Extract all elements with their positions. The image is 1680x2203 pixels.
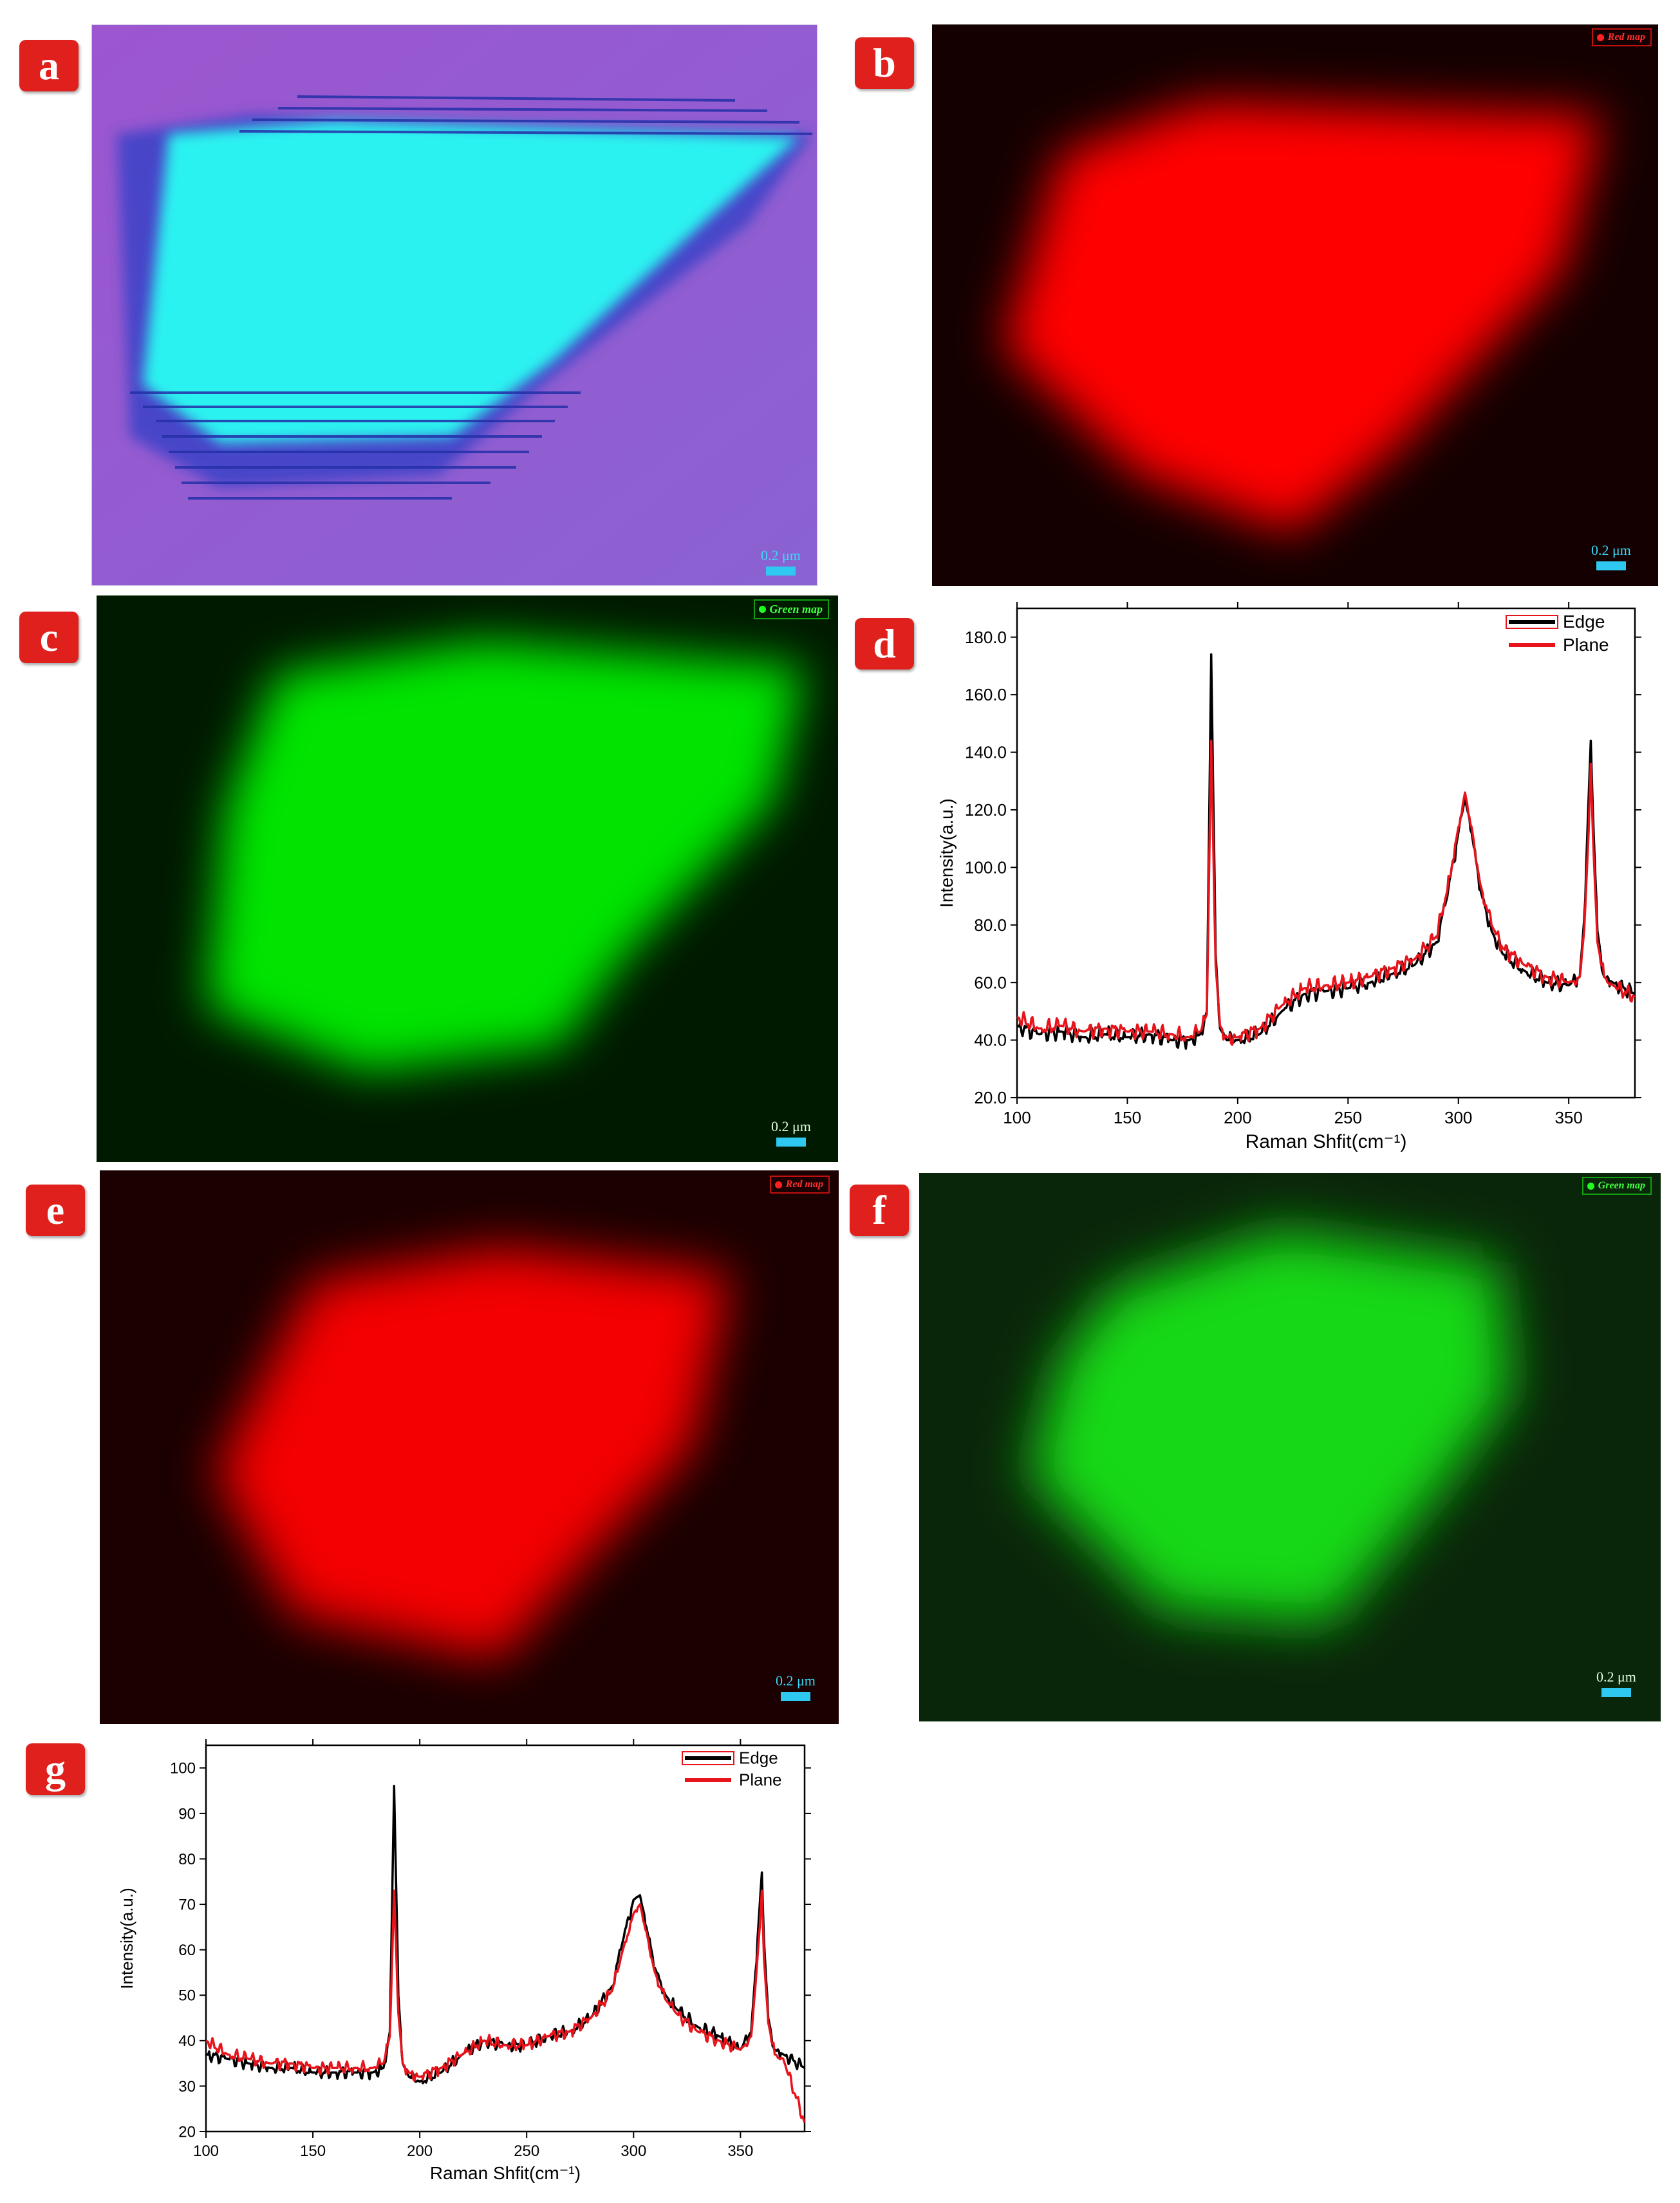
plot-frame (205, 1744, 806, 2133)
map-label: Green map (769, 603, 823, 615)
scale-bar: 0.2 μm (1591, 542, 1631, 570)
y-tick-label: 120.0 (965, 800, 1007, 820)
x-tick-label: 200 (407, 2142, 433, 2160)
green-dot-icon (1587, 1182, 1594, 1190)
x-tick-label: 350 (727, 2142, 753, 2160)
y-tick-label: 20 (178, 2123, 196, 2141)
raman-chart-d: 100 150 200 250 300 350 20.0 40.0 60.0 80.0 100.0 1… (937, 602, 1641, 1152)
scale-bar-line (1601, 1688, 1631, 1697)
y-tick-label: 100 (170, 1760, 196, 1777)
scale-bar-line (1596, 561, 1626, 570)
x-tick-label: 200 (1224, 1108, 1251, 1127)
y-axis-label: Intensity(a.u.) (117, 1888, 136, 1989)
panel-b-red-map: Red map 0.2 μm (932, 24, 1658, 586)
map-label-tag: Red map (769, 1176, 830, 1194)
panel-e-red-map: Red map 0.2 μm (100, 1170, 839, 1724)
scale-bar: 0.2 μm (761, 547, 801, 576)
y-tick-label: 140.0 (965, 743, 1007, 762)
x-tick-label: 100 (1003, 1108, 1031, 1127)
map-label: Green map (1598, 1180, 1645, 1191)
map-label-tag: Green map (1582, 1177, 1652, 1195)
series-line-edge (205, 1785, 805, 2085)
scale-label: 0.2 μm (776, 1673, 816, 1689)
map-label-tag: Green map (753, 599, 829, 619)
legend-label-edge: Edge (1563, 612, 1605, 632)
x-tick-label: 300 (621, 2142, 646, 2160)
scale-label: 0.2 μm (761, 547, 801, 563)
panel-label-b: b (855, 37, 914, 89)
green-map-graphic (206, 641, 805, 1072)
red-dot-icon (774, 1181, 782, 1188)
y-tick-label: 80 (178, 1851, 196, 1868)
y-tick-label: 90 (178, 1805, 196, 1823)
optical-image-graphic (91, 24, 817, 586)
scale-bar: 0.2 μm (1596, 1669, 1636, 1697)
y-tick-label: 30 (178, 2078, 196, 2095)
scale-bar-line (765, 567, 796, 576)
y-tick-label: 160.0 (965, 685, 1007, 704)
map-label-tag: Red map (1591, 28, 1652, 46)
series-line-plane (1016, 739, 1636, 1046)
x-tick-label: 250 (514, 2142, 539, 2160)
legend-swatch-box (682, 1751, 734, 1765)
legend-label-plane: Plane (1563, 635, 1609, 655)
y-tick-label: 70 (178, 1896, 196, 1913)
scale-label: 0.2 μm (1596, 1669, 1636, 1685)
scale-label: 0.2 μm (1591, 542, 1631, 558)
legend-swatch-box (1506, 615, 1558, 629)
panel-label-d: d (855, 618, 914, 670)
series-line-plane (205, 1889, 806, 2123)
legend-label-plane: Plane (739, 1770, 782, 1789)
panel-a-optical-image: 0.2 μm (91, 24, 817, 586)
panel-label-f: f (850, 1185, 909, 1236)
x-tick-label: 250 (1334, 1108, 1362, 1127)
scale-bar: 0.2 μm (776, 1673, 816, 1701)
red-map-graphic (216, 1248, 731, 1660)
series-line-edge (1016, 653, 1636, 1050)
x-tick-label: 100 (193, 2142, 219, 2160)
panel-f-green-map: Green map 0.2 μm (919, 1173, 1661, 1721)
panel-label-a: a (19, 40, 79, 91)
plot-frame (1016, 607, 1636, 1099)
green-map-graphic (1029, 1231, 1511, 1624)
x-axis-label: Raman Shfit(cm⁻¹) (1246, 1131, 1407, 1152)
x-tick-label: 350 (1554, 1108, 1582, 1127)
scale-bar-line (776, 1138, 806, 1147)
x-tick-label: 150 (300, 2142, 326, 2160)
red-map-graphic (1003, 102, 1601, 533)
scale-bar: 0.2 μm (771, 1118, 811, 1147)
y-tick-label: 60.0 (974, 973, 1007, 992)
panel-c-green-map: Green map 0.2 μm (97, 595, 838, 1162)
y-tick-label: 100.0 (965, 858, 1007, 877)
y-tick-label: 40 (178, 2032, 196, 2050)
raman-chart-g: 100 150 200 250 300 350 20 30 40 50 60 70 80 90 100 Ram… (117, 1739, 811, 2183)
y-tick-label: 60 (178, 1942, 196, 1959)
y-tick-label: 80.0 (974, 915, 1007, 935)
panel-label-c: c (19, 612, 79, 663)
map-label: Red map (1607, 32, 1645, 42)
x-axis-label: Raman Shfit(cm⁻¹) (430, 2163, 581, 2183)
y-tick-label: 40.0 (974, 1031, 1007, 1050)
panel-label-e: e (26, 1185, 85, 1236)
y-tick-label: 180.0 (965, 628, 1007, 647)
legend-label-edge: Edge (739, 1748, 778, 1767)
y-tick-label: 20.0 (974, 1088, 1007, 1107)
scale-bar-line (780, 1692, 810, 1701)
y-axis-label: Intensity(a.u.) (937, 798, 957, 908)
red-dot-icon (1596, 33, 1604, 41)
scale-label: 0.2 μm (771, 1118, 811, 1134)
x-tick-label: 150 (1114, 1108, 1141, 1127)
green-dot-icon (758, 606, 766, 613)
panel-label-g: g (26, 1743, 85, 1795)
map-label: Red map (785, 1179, 823, 1190)
y-tick-label: 50 (178, 1987, 196, 2005)
x-tick-label: 300 (1444, 1108, 1472, 1127)
